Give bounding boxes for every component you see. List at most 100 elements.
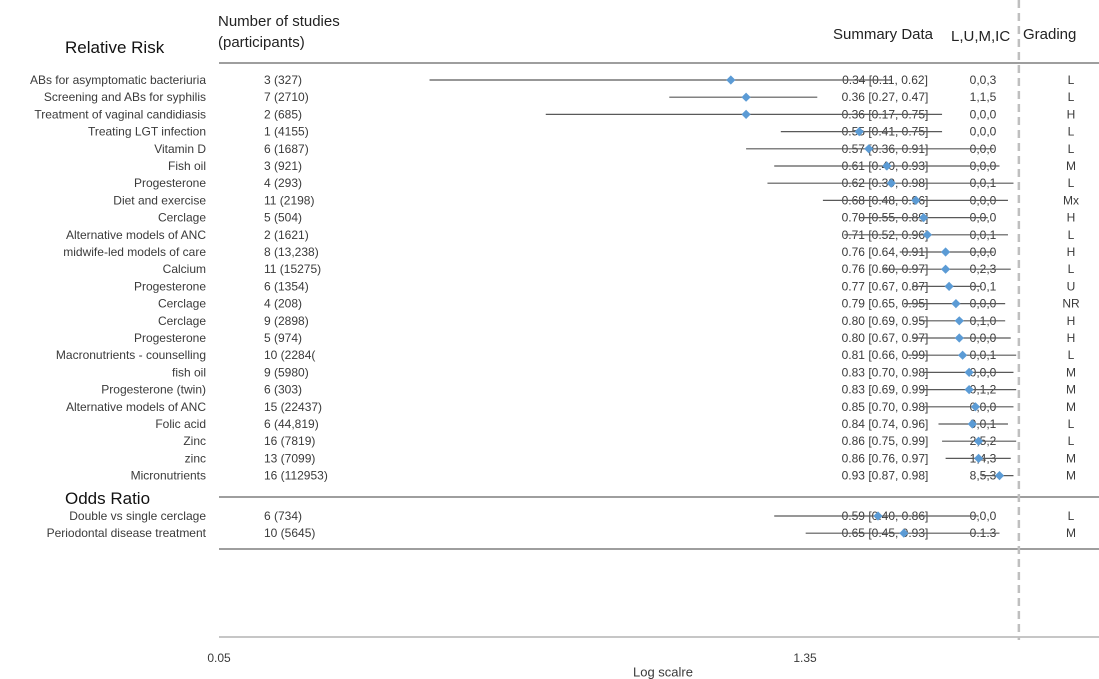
row-studies: 15 (22437) <box>264 400 322 414</box>
row-label: Alternative models of ANC <box>66 228 206 242</box>
row-label: Double vs single cerclage <box>69 509 206 523</box>
estimate-marker <box>974 436 984 446</box>
row-label: Cerclage <box>158 314 206 328</box>
row-studies: 5 (504) <box>264 211 302 225</box>
row-summary: 0.86 [0.76, 0.97] <box>842 451 929 465</box>
row-grade: L <box>1068 73 1075 87</box>
row-studies: 10 (5645) <box>264 526 315 540</box>
forest-row: fish oil 9 (5980) 0.83 [0.70, 0.98] 0,0,0 M <box>172 365 1076 379</box>
row-grade: M <box>1066 159 1076 173</box>
row-studies: 11 (15275) <box>264 262 321 276</box>
section-odds-ratio: Double vs single cerclage 6 (734) 0.59 [0.… <box>47 509 1076 540</box>
row-studies: 3 (921) <box>264 159 302 173</box>
row-studies: 8 (13,238) <box>264 245 319 259</box>
estimate-marker <box>964 367 974 377</box>
forest-row: Progesterone 5 (974) 0.80 [0.67, 0.97] 0,0,… <box>134 331 1075 345</box>
forest-row: Double vs single cerclage 6 (734) 0.59 [0.… <box>69 509 1074 523</box>
row-summary: 0.86 [0.75, 0.99] <box>842 434 929 448</box>
forest-row: Calcium 11 (15275) 0.76 [0.60, 0.97] 0,2,3 L <box>163 262 1075 276</box>
forest-frame: 0.05 1.35 Log scalre <box>207 0 1099 679</box>
estimate-marker <box>940 247 951 257</box>
row-grade: L <box>1068 434 1075 448</box>
estimate-marker <box>974 453 984 463</box>
row-summary: 0.85 [0.70, 0.98] <box>842 400 929 414</box>
forest-row: Folic acid 6 (44,819) 0.84 [0.74, 0.96] 0,0… <box>155 417 1074 431</box>
row-label: Macronutrients - counselling <box>56 348 206 362</box>
row-label: Micronutrients <box>131 469 206 483</box>
estimate-marker <box>919 213 929 223</box>
row-label: zinc <box>185 451 206 465</box>
estimate-marker <box>958 350 968 360</box>
row-label: midwife-led models of care <box>63 245 206 259</box>
row-grade: L <box>1068 417 1075 431</box>
row-grade: L <box>1068 125 1075 139</box>
relative-risk-heading: Relative Risk <box>65 38 165 57</box>
summary-data-header: Summary Data <box>833 26 934 43</box>
row-grade: H <box>1067 107 1076 121</box>
estimate-marker <box>911 195 921 205</box>
row-grade: L <box>1068 228 1075 242</box>
row-studies: 11 (2198) <box>264 193 314 207</box>
row-label: Calcium <box>163 262 206 276</box>
estimate-marker <box>873 511 883 521</box>
forest-row: Cerclage 4 (208) 0.79 [0.65, 0.95] 0,0,0 NR <box>158 297 1080 311</box>
row-grade: L <box>1068 176 1075 190</box>
row-studies: 2 (1621) <box>264 228 309 242</box>
row-luic: 0,0,3 <box>970 73 997 87</box>
row-summary: 0.79 [0.65, 0.95] <box>842 297 929 311</box>
row-grade: L <box>1068 90 1075 104</box>
row-luic: 1,1,5 <box>970 90 997 104</box>
row-grade: L <box>1068 509 1075 523</box>
estimate-marker <box>726 75 736 85</box>
row-grade: L <box>1068 348 1075 362</box>
estimate-marker <box>741 92 751 102</box>
row-luic: 0,0,0 <box>970 125 997 139</box>
row-label: Progesterone <box>134 176 206 190</box>
estimate-marker <box>741 109 751 119</box>
row-studies: 6 (44,819) <box>264 417 319 431</box>
forest-row: Progesterone 6 (1354) 0.77 [0.67, 0.87] 0,0… <box>134 279 1075 293</box>
row-label: Alternative models of ANC <box>66 400 206 414</box>
forest-row: Treating LGT infection 1 (4155) 0.55 [0.41… <box>88 125 1075 139</box>
estimate-marker <box>994 471 1005 481</box>
row-studies: 6 (1354) <box>264 279 309 293</box>
row-label: Progesterone (twin) <box>101 383 206 397</box>
row-luic: 0,0,0 <box>970 509 997 523</box>
row-label: Cerclage <box>158 211 206 225</box>
row-studies: 5 (974) <box>264 331 302 345</box>
forest-row: midwife-led models of care 8 (13,238) 0.76… <box>63 245 1075 259</box>
row-label: Screening and ABs for syphilis <box>44 90 206 104</box>
row-luic: 0,0,0 <box>970 107 997 121</box>
row-grade: M <box>1066 400 1076 414</box>
row-summary: 0.84 [0.74, 0.96] <box>842 417 929 431</box>
forest-row: Micronutrients 16 (112953) 0.93 [0.87, 0.9… <box>131 469 1076 483</box>
forest-rows: ABs for asymptomatic bacteriuria 3 (327) 0… <box>30 73 1080 540</box>
row-grade: M <box>1066 451 1076 465</box>
row-summary: 0.93 [0.87, 0.98] <box>842 469 929 483</box>
row-label: Treating LGT infection <box>88 125 206 139</box>
row-summary: 0.80 [0.67, 0.97] <box>842 331 929 345</box>
row-label: Vitamin D <box>154 142 206 156</box>
row-studies: 9 (5980) <box>264 365 309 379</box>
row-studies: 16 (7819) <box>264 434 315 448</box>
row-summary: 0.81 [0.66, 0.99] <box>842 348 929 362</box>
row-studies: 1 (4155) <box>264 125 309 139</box>
luic-header: L,U,M,IC <box>951 28 1011 45</box>
forest-row: Diet and exercise 11 (2198) 0.68 [0.48, 0.… <box>113 193 1079 207</box>
row-grade: M <box>1066 469 1076 483</box>
row-label: Zinc <box>183 434 206 448</box>
row-summary: 0.83 [0.70, 0.98] <box>842 365 929 379</box>
row-studies: 16 (112953) <box>264 469 328 483</box>
studies-header-line1: Number of studies <box>218 13 340 30</box>
forest-row: Screening and ABs for syphilis 7 (2710) 0.… <box>44 90 1075 104</box>
x-tick-label-min: 0.05 <box>207 651 231 665</box>
row-summary: 0.77 [0.67, 0.87] <box>842 279 929 293</box>
row-grade: H <box>1067 245 1076 259</box>
row-label: Folic acid <box>155 417 206 431</box>
row-summary: 0.36 [0.27, 0.47] <box>842 90 929 104</box>
estimate-marker <box>899 528 909 538</box>
estimate-marker <box>970 402 981 412</box>
